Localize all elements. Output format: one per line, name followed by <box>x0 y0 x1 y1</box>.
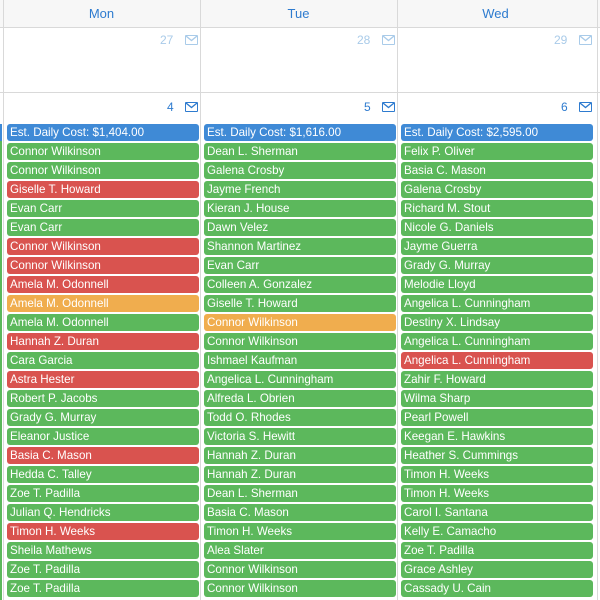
daily-cost-badge[interactable]: Est. Daily Cost: $1,404.00 <box>7 124 199 141</box>
shift-event[interactable]: Giselle T. Howard <box>204 295 396 312</box>
day-column-divider <box>397 0 398 600</box>
shift-event[interactable]: Melodie Lloyd <box>401 276 593 293</box>
day-header-mon: Mon <box>88 6 115 21</box>
day-column-divider <box>3 0 4 600</box>
shift-event[interactable]: Felix P. Oliver <box>401 143 593 160</box>
shift-event[interactable]: Timon H. Weeks <box>401 466 593 483</box>
shift-event[interactable]: Keegan E. Hawkins <box>401 428 593 445</box>
shift-event[interactable]: Grady G. Murray <box>401 257 593 274</box>
next-day-column-divider <box>597 0 598 600</box>
shift-event[interactable]: Amela M. Odonnell <box>7 276 199 293</box>
shift-event[interactable]: Basia C. Mason <box>401 162 593 179</box>
shift-event[interactable]: Julian Q. Hendricks <box>7 504 199 521</box>
shift-event[interactable]: Amela M. Odonnell <box>7 295 199 312</box>
shift-event[interactable]: Astra Hester <box>7 371 199 388</box>
shift-event[interactable]: Robert P. Jacobs <box>7 390 199 407</box>
shift-event[interactable]: Destiny X. Lindsay <box>401 314 593 331</box>
shift-event[interactable]: Zoe T. Padilla <box>7 485 199 502</box>
date-number: 6 <box>561 100 568 114</box>
shift-event[interactable]: Zoe T. Padilla <box>401 542 593 559</box>
shift-event[interactable]: Connor Wilkinson <box>204 333 396 350</box>
daily-cost-badge[interactable]: Est. Daily Cost: $1,616.00 <box>204 124 396 141</box>
envelope-icon[interactable] <box>579 35 592 45</box>
shift-event[interactable]: Jayme Guerra <box>401 238 593 255</box>
shift-event[interactable]: Galena Crosby <box>401 181 593 198</box>
shift-event[interactable]: Connor Wilkinson <box>7 143 199 160</box>
daily-cost-badge[interactable]: Est. Daily Cost: $2,595.00 <box>401 124 593 141</box>
shift-event[interactable]: Timon H. Weeks <box>7 523 199 540</box>
shift-event[interactable]: Zoe T. Padilla <box>7 580 199 597</box>
shift-event[interactable]: Alfreda L. Obrien <box>204 390 396 407</box>
shift-event[interactable]: Colleen A. Gonzalez <box>204 276 396 293</box>
shift-event[interactable]: Connor Wilkinson <box>7 162 199 179</box>
envelope-icon[interactable] <box>579 102 592 112</box>
shift-event[interactable]: Connor Wilkinson <box>204 561 396 578</box>
envelope-icon[interactable] <box>382 35 395 45</box>
calendar-header: Mon Tue Wed <box>0 0 600 28</box>
day-header-tue: Tue <box>287 6 310 21</box>
date-number: 29 <box>554 33 568 47</box>
shift-event[interactable]: Amela M. Odonnell <box>7 314 199 331</box>
envelope-icon[interactable] <box>382 102 395 112</box>
shift-event[interactable]: Hannah Z. Duran <box>7 333 199 350</box>
shift-event[interactable]: Shannon Martinez <box>204 238 396 255</box>
shift-event[interactable]: Basia C. Mason <box>7 447 199 464</box>
shift-event[interactable]: Connor Wilkinson <box>204 314 396 331</box>
day-header-wed: Wed <box>482 6 509 21</box>
shift-event[interactable]: Giselle T. Howard <box>7 181 199 198</box>
shift-event[interactable]: Timon H. Weeks <box>401 485 593 502</box>
shift-event[interactable]: Hannah Z. Duran <box>204 466 396 483</box>
shift-event[interactable]: Cara Garcia <box>7 352 199 369</box>
shift-event[interactable]: Pearl Powell <box>401 409 593 426</box>
shift-event[interactable]: Heather S. Cummings <box>401 447 593 464</box>
shift-event[interactable]: Angelica L. Cunningham <box>204 371 396 388</box>
shift-event[interactable]: Galena Crosby <box>204 162 396 179</box>
envelope-icon[interactable] <box>185 35 198 45</box>
shift-event[interactable]: Eleanor Justice <box>7 428 199 445</box>
shift-event[interactable]: Angelica L. Cunningham <box>401 333 593 350</box>
shift-event[interactable]: Carol I. Santana <box>401 504 593 521</box>
shift-event[interactable]: Angelica L. Cunningham <box>401 352 593 369</box>
shift-event[interactable]: Basia C. Mason <box>204 504 396 521</box>
shift-event[interactable]: Evan Carr <box>7 200 199 217</box>
shift-event[interactable]: Cassady U. Cain <box>401 580 593 597</box>
shift-event[interactable]: Wilma Sharp <box>401 390 593 407</box>
shift-event[interactable]: Evan Carr <box>7 219 199 236</box>
shift-event[interactable]: Evan Carr <box>204 257 396 274</box>
day-column-divider <box>200 0 201 600</box>
date-number: 28 <box>357 33 371 47</box>
shift-event[interactable]: Richard M. Stout <box>401 200 593 217</box>
shift-event[interactable]: Nicole G. Daniels <box>401 219 593 236</box>
shift-event[interactable]: Grace Ashley <box>401 561 593 578</box>
shift-event[interactable]: Connor Wilkinson <box>7 238 199 255</box>
shift-event[interactable]: Grady G. Murray <box>7 409 199 426</box>
shift-event[interactable]: Ishmael Kaufman <box>204 352 396 369</box>
shift-event[interactable]: Jayme French <box>204 181 396 198</box>
shift-event[interactable]: Kelly E. Camacho <box>401 523 593 540</box>
shift-event[interactable]: Hannah Z. Duran <box>204 447 396 464</box>
prev-day-edge <box>0 124 2 600</box>
shift-event[interactable]: Zahir F. Howard <box>401 371 593 388</box>
shift-event[interactable]: Dean L. Sherman <box>204 143 396 160</box>
shift-event[interactable]: Kieran J. House <box>204 200 396 217</box>
shift-event[interactable]: Connor Wilkinson <box>7 257 199 274</box>
shift-event[interactable]: Todd O. Rhodes <box>204 409 396 426</box>
shift-event[interactable]: Alea Slater <box>204 542 396 559</box>
shift-event[interactable]: Zoe T. Padilla <box>7 561 199 578</box>
shift-event[interactable]: Sheila Mathews <box>7 542 199 559</box>
envelope-icon[interactable] <box>185 102 198 112</box>
shift-event[interactable]: Angelica L. Cunningham <box>401 295 593 312</box>
shift-event[interactable]: Victoria S. Hewitt <box>204 428 396 445</box>
shift-event[interactable]: Hedda C. Talley <box>7 466 199 483</box>
shift-event[interactable]: Timon H. Weeks <box>204 523 396 540</box>
date-number: 27 <box>160 33 174 47</box>
shift-event[interactable]: Connor Wilkinson <box>204 580 396 597</box>
week-row-1 <box>0 28 600 93</box>
shift-event[interactable]: Dawn Velez <box>204 219 396 236</box>
date-number: 4 <box>167 100 174 114</box>
date-number: 5 <box>364 100 371 114</box>
prev-day-edge-top <box>0 124 2 141</box>
shift-event[interactable]: Dean L. Sherman <box>204 485 396 502</box>
